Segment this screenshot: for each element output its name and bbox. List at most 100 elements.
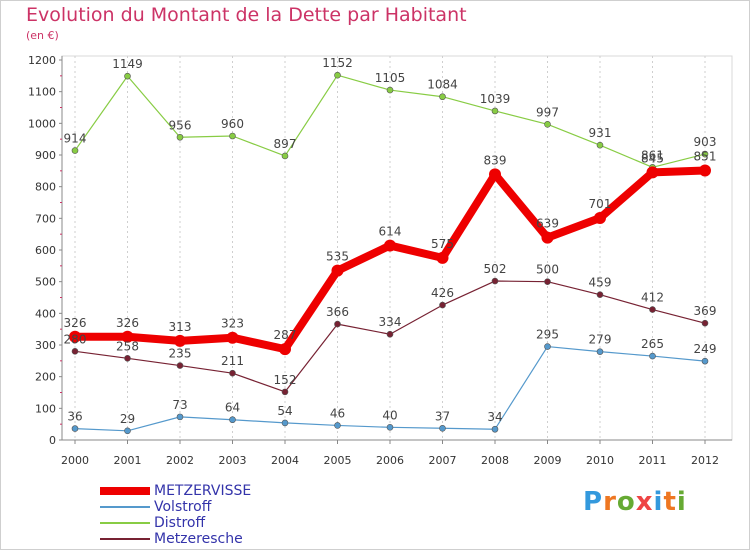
y-tick-label: 200 bbox=[35, 371, 56, 384]
data-point-volstroff bbox=[124, 427, 131, 435]
data-point-volstroff bbox=[701, 357, 709, 365]
data-label-volstroff: 279 bbox=[589, 333, 612, 347]
data-label-metzeresche: 500 bbox=[536, 263, 559, 277]
legend-label: METZERVISSE bbox=[154, 483, 252, 499]
data-label-distroff: 861 bbox=[641, 148, 664, 162]
data-label-metzervisse: 535 bbox=[326, 250, 349, 264]
data-label-metzervisse: 839 bbox=[484, 153, 507, 167]
data-label-volstroff: 46 bbox=[330, 406, 345, 420]
data-label-volstroff: 249 bbox=[694, 342, 717, 356]
y-tick-label: 700 bbox=[35, 212, 56, 225]
data-point-metzervisse bbox=[436, 251, 449, 264]
legend-swatch bbox=[100, 506, 150, 508]
x-tick-label: 2002 bbox=[166, 454, 194, 467]
data-label-metzervisse: 323 bbox=[221, 317, 244, 331]
y-tick-label: 800 bbox=[35, 181, 56, 194]
y-tick-label: 600 bbox=[35, 244, 56, 257]
logo-letter: x bbox=[635, 487, 654, 517]
data-point-metzervisse bbox=[226, 331, 239, 344]
data-point-distroff bbox=[176, 133, 184, 141]
y-tick-label: 900 bbox=[35, 149, 56, 162]
chart-title: Evolution du Montant de la Dette par Hab… bbox=[26, 4, 467, 26]
data-label-metzeresche: 366 bbox=[326, 305, 349, 319]
data-label-volstroff: 295 bbox=[536, 328, 559, 342]
proxiti-logo: Proxiti bbox=[583, 487, 687, 517]
data-point-distroff bbox=[491, 107, 499, 115]
x-tick-label: 2004 bbox=[271, 454, 299, 467]
logo-letter: t bbox=[663, 487, 677, 517]
data-point-distroff bbox=[71, 147, 79, 154]
data-label-volstroff: 73 bbox=[172, 398, 187, 412]
x-tick-label: 2006 bbox=[376, 454, 404, 467]
data-label-metzervisse: 701 bbox=[589, 197, 612, 211]
data-label-distroff: 1152 bbox=[322, 56, 353, 70]
data-point-metzervisse bbox=[279, 343, 291, 356]
data-label-volstroff: 34 bbox=[487, 410, 502, 424]
data-point-metzeresche bbox=[439, 301, 446, 309]
y-tick-label: 500 bbox=[35, 276, 56, 289]
logo-letter: o bbox=[616, 487, 636, 517]
data-label-distroff: 903 bbox=[694, 135, 717, 149]
data-label-metzeresche: 334 bbox=[379, 315, 402, 329]
legend-swatch bbox=[100, 487, 150, 495]
data-point-distroff bbox=[334, 71, 341, 79]
data-point-metzeresche bbox=[281, 388, 289, 396]
legend-swatch bbox=[100, 538, 150, 540]
data-point-volstroff bbox=[281, 419, 289, 427]
y-tick-label: 1000 bbox=[28, 117, 56, 130]
data-label-metzervisse: 639 bbox=[536, 217, 559, 231]
data-point-metzeresche bbox=[386, 330, 394, 338]
data-point-metzervisse bbox=[699, 164, 711, 177]
data-label-distroff: 1149 bbox=[112, 57, 143, 71]
x-tick-label: 2005 bbox=[324, 454, 352, 467]
data-point-metzervisse bbox=[69, 330, 81, 343]
data-point-metzeresche bbox=[544, 278, 551, 285]
data-label-metzervisse: 845 bbox=[641, 151, 664, 165]
x-tick-label: 2001 bbox=[114, 454, 142, 467]
data-label-volstroff: 37 bbox=[435, 409, 450, 423]
data-label-volstroff: 36 bbox=[67, 410, 82, 424]
data-label-metzervisse: 851 bbox=[694, 150, 717, 164]
y-tick-label: 0 bbox=[49, 434, 56, 447]
data-label-distroff: 1105 bbox=[375, 71, 406, 85]
legend-item-volstroff: Volstroff bbox=[100, 499, 400, 515]
legend-item-metzervisse: METZERVISSE bbox=[100, 483, 400, 499]
data-label-metzeresche: 280 bbox=[64, 332, 87, 346]
y-tick-label: 100 bbox=[35, 402, 56, 415]
data-label-metzervisse: 614 bbox=[379, 225, 402, 239]
data-point-distroff bbox=[439, 93, 446, 101]
data-label-metzeresche: 502 bbox=[484, 262, 507, 276]
data-point-volstroff bbox=[439, 424, 446, 432]
data-point-distroff bbox=[386, 86, 394, 94]
data-point-metzeresche bbox=[649, 306, 656, 313]
data-point-metzeresche bbox=[334, 320, 341, 328]
data-point-distroff bbox=[124, 72, 131, 80]
x-tick-label: 2003 bbox=[219, 454, 247, 467]
data-point-metzervisse bbox=[121, 330, 134, 343]
data-point-metzervisse bbox=[594, 212, 606, 225]
chart-unit: (en €) bbox=[26, 29, 59, 42]
x-tick-label: 2007 bbox=[429, 454, 457, 467]
data-point-volstroff bbox=[491, 425, 499, 433]
data-point-metzeresche bbox=[176, 362, 184, 369]
data-label-metzeresche: 235 bbox=[169, 347, 192, 361]
logo-letter: P bbox=[583, 487, 604, 517]
data-label-metzeresche: 459 bbox=[589, 276, 612, 290]
data-label-distroff: 997 bbox=[536, 105, 559, 119]
data-label-volstroff: 29 bbox=[120, 412, 135, 426]
data-label-volstroff: 265 bbox=[641, 337, 664, 351]
data-label-volstroff: 40 bbox=[382, 408, 397, 422]
data-point-metzeresche bbox=[71, 348, 79, 355]
data-label-metzeresche: 152 bbox=[274, 373, 297, 387]
data-label-metzeresche: 426 bbox=[431, 286, 454, 300]
data-label-distroff: 931 bbox=[589, 126, 612, 140]
logo-letter: i bbox=[653, 487, 664, 517]
legend-item-distroff: Distroff bbox=[100, 515, 400, 531]
data-point-metzeresche bbox=[491, 277, 499, 285]
data-point-volstroff bbox=[334, 422, 341, 429]
data-point-metzervisse bbox=[646, 166, 659, 179]
logo-letter: r bbox=[603, 487, 617, 517]
data-label-distroff: 1039 bbox=[480, 92, 511, 106]
data-label-metzeresche: 211 bbox=[221, 354, 244, 368]
